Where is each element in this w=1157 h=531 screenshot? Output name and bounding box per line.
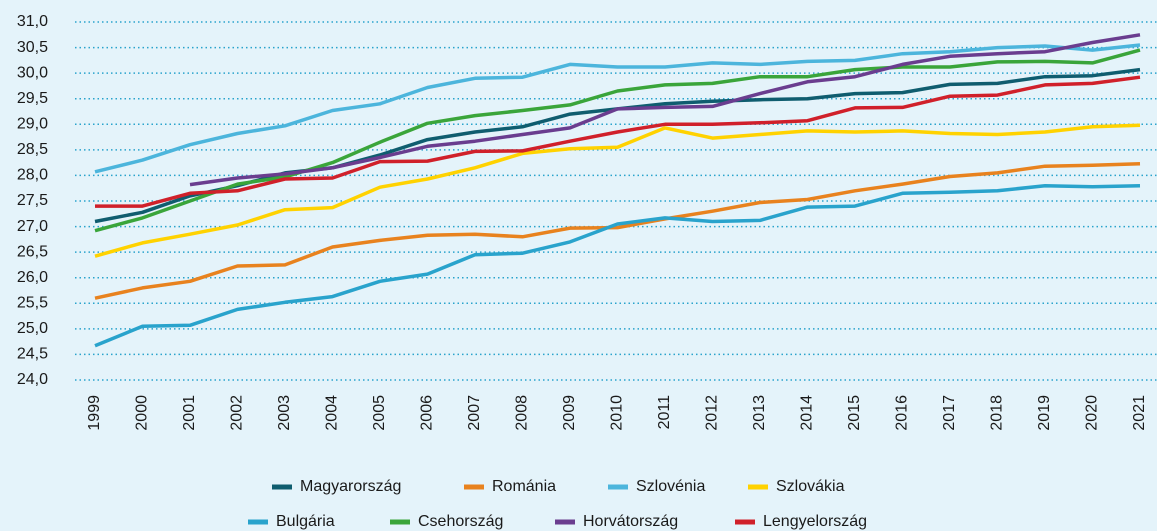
series-line [94, 123, 1141, 258]
series-line [94, 43, 1141, 174]
series-line [189, 33, 1141, 187]
legend-label: Csehország [418, 513, 503, 530]
x-tick-label: 2008 [514, 395, 531, 431]
x-tick-label: 2002 [229, 395, 246, 431]
x-tick-label: 2011 [656, 395, 673, 430]
legend-swatch [248, 519, 268, 525]
y-tick-label: 31,0 [17, 13, 48, 30]
y-tick-label: 24,0 [17, 371, 48, 388]
y-tick-label: 30,5 [17, 39, 48, 56]
legend-swatch [608, 484, 628, 490]
legend-swatch [464, 484, 484, 490]
legend-label: Bulgária [276, 513, 335, 530]
series-line [94, 183, 1141, 348]
x-tick-label: 2020 [1084, 395, 1101, 431]
legend-label: Románia [492, 478, 556, 495]
y-tick-label: 24,5 [17, 346, 48, 363]
series-line [95, 75, 1141, 208]
legend-label: Szlovákia [776, 478, 845, 495]
y-tick-label: 29,0 [17, 116, 48, 133]
legend-swatch [390, 519, 410, 525]
y-tick-label: 26,5 [17, 243, 48, 260]
y-tick-label: 28,5 [17, 141, 48, 158]
x-tick-label: 2017 [941, 395, 958, 431]
x-tick-label: 2012 [704, 395, 721, 431]
y-tick-label: 29,5 [17, 90, 48, 107]
legend-swatch [272, 484, 292, 490]
series-line [94, 48, 1141, 233]
x-tick-label: 2013 [751, 395, 768, 431]
legend-label: Magyarország [300, 478, 401, 495]
x-tick-label: 2000 [134, 395, 151, 431]
x-tick-label: 2006 [419, 395, 436, 431]
x-tick-label: 2015 [846, 395, 863, 431]
y-tick-label: 25,0 [17, 320, 48, 337]
legend-swatch [748, 484, 768, 490]
y-tick-label: 27,0 [17, 218, 48, 235]
legend-swatch [735, 519, 755, 525]
y-tick-label: 26,0 [17, 269, 48, 286]
x-tick-label: 2021 [1131, 395, 1148, 431]
x-tick-label: 2005 [371, 395, 388, 431]
x-tick-label: 2004 [324, 395, 341, 431]
y-tick-label: 28,0 [17, 167, 48, 184]
y-tick-label: 25,5 [17, 295, 48, 312]
y-tick-label: 27,5 [17, 192, 48, 209]
x-tick-label: 2014 [799, 395, 816, 431]
series-line [94, 161, 1141, 300]
x-tick-label: 2019 [1036, 395, 1053, 431]
legend-label: Lengyelország [763, 513, 867, 530]
x-tick-label: 2009 [561, 395, 578, 431]
legend-label: Horvátország [583, 513, 678, 530]
x-tick-label: 2003 [276, 395, 293, 431]
legend-label: Szlovénia [636, 478, 705, 495]
x-tick-label: 2001 [181, 395, 198, 431]
x-tick-label: 2007 [466, 395, 483, 431]
x-tick-label: 2018 [989, 395, 1006, 431]
y-tick-label: 30,0 [17, 64, 48, 81]
x-tick-label: 2016 [894, 395, 911, 431]
legend-swatch [555, 519, 575, 525]
x-tick-label: 2010 [609, 395, 626, 431]
x-tick-label: 1999 [86, 395, 103, 431]
